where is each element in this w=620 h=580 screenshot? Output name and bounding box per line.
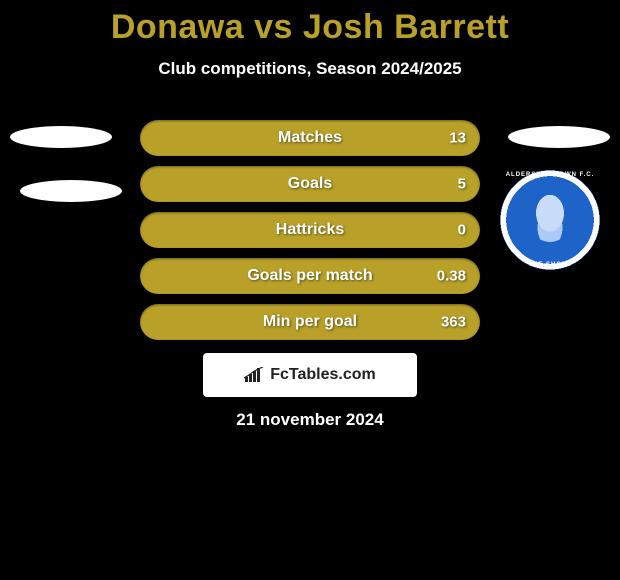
comparison-widget: Donawa vs Josh Barrett Club competitions… bbox=[0, 0, 620, 580]
stat-value: 13 bbox=[449, 130, 466, 147]
stat-row-goals-per-match: Goals per match 0.38 bbox=[140, 258, 480, 294]
page-subtitle: Club competitions, Season 2024/2025 bbox=[0, 59, 620, 79]
stat-value: 5 bbox=[458, 176, 466, 193]
stat-row-min-per-goal: Min per goal 363 bbox=[140, 304, 480, 340]
date-text: 21 november 2024 bbox=[0, 410, 620, 430]
stat-value: 363 bbox=[441, 314, 466, 331]
stat-label: Min per goal bbox=[263, 313, 357, 331]
club-badge-bottom-text: THE SHOTS bbox=[500, 262, 600, 268]
stat-row-hattricks: Hattricks 0 bbox=[140, 212, 480, 248]
player-left-avatar-placeholder bbox=[10, 126, 112, 148]
stat-label: Goals per match bbox=[247, 267, 372, 285]
player-right-avatar-placeholder bbox=[508, 126, 610, 148]
stat-label: Matches bbox=[278, 129, 342, 147]
brand-text: FcTables.com bbox=[270, 366, 376, 384]
stat-value: 0.38 bbox=[437, 268, 466, 285]
page-title: Donawa vs Josh Barrett bbox=[0, 0, 620, 47]
bar-chart-icon bbox=[244, 367, 264, 383]
brand-link[interactable]: FcTables.com bbox=[203, 353, 417, 397]
stat-label: Goals bbox=[288, 175, 332, 193]
player-left-club-placeholder bbox=[20, 180, 122, 202]
stat-row-matches: Matches 13 bbox=[140, 120, 480, 156]
stat-label: Hattricks bbox=[276, 221, 344, 239]
stat-value: 0 bbox=[458, 222, 466, 239]
stats-zone: Matches 13 Goals 5 Hattricks 0 Goals per… bbox=[140, 120, 480, 350]
stat-row-goals: Goals 5 bbox=[140, 166, 480, 202]
player-right-club-badge: ALDERSHOT TOWN F.C. THE SHOTS bbox=[500, 170, 600, 270]
club-badge-top-text: ALDERSHOT TOWN F.C. bbox=[500, 172, 600, 178]
